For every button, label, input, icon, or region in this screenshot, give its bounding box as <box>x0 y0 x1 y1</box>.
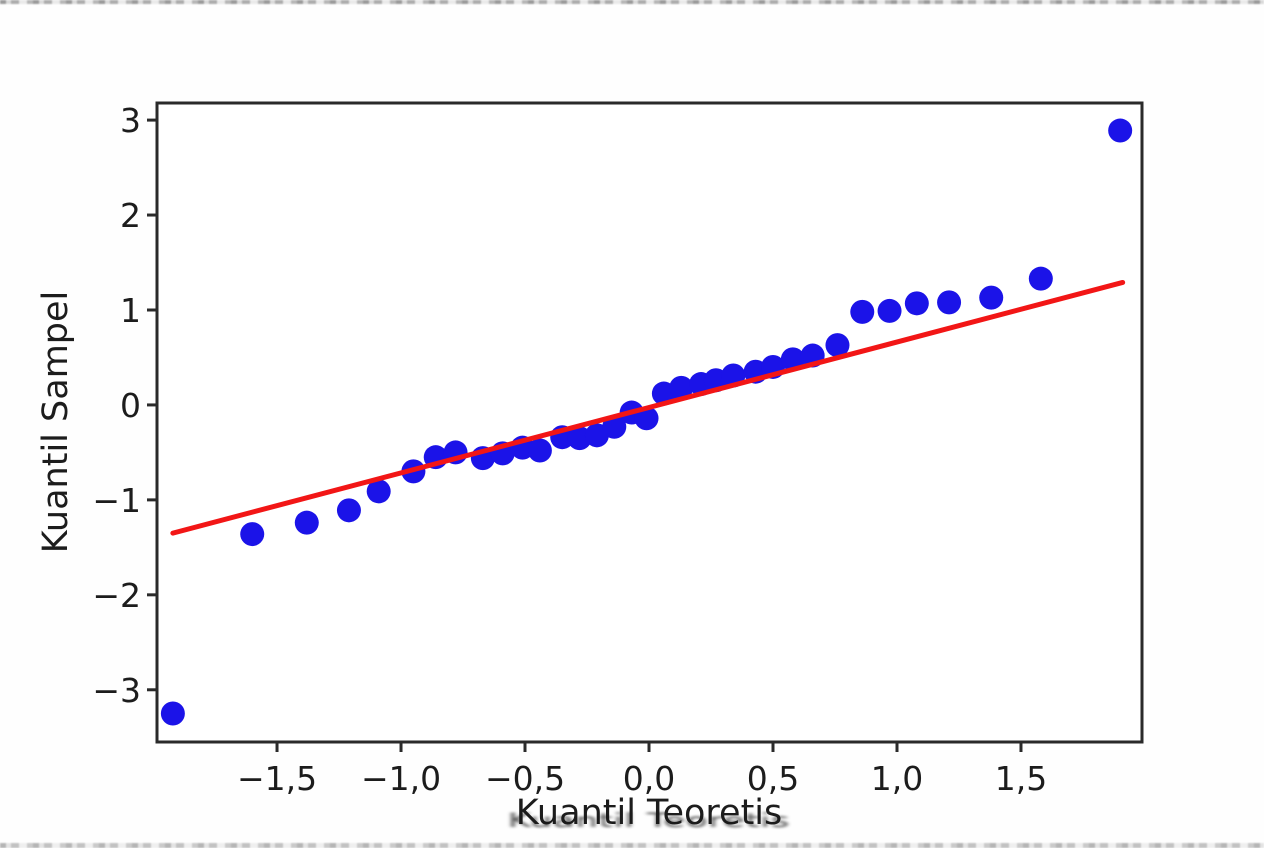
y-tick-label: 3 <box>120 101 141 140</box>
x-tick-label: −1,0 <box>361 759 441 798</box>
data-point <box>294 510 319 535</box>
data-point <box>160 701 185 726</box>
y-axis-label: Kuantil Sampel <box>36 290 76 554</box>
data-point <box>937 290 962 315</box>
y-tick-label: 1 <box>120 291 141 330</box>
y-tick-label: −3 <box>92 671 141 710</box>
data-point <box>877 298 902 323</box>
data-point <box>825 333 850 358</box>
y-tick-label: −1 <box>92 481 141 520</box>
x-tick-label: −0,5 <box>485 759 565 798</box>
x-tick-label: 1,5 <box>995 759 1047 798</box>
data-point <box>366 479 391 504</box>
x-tick-label: −1,5 <box>237 759 317 798</box>
data-point <box>904 291 929 316</box>
data-point <box>1028 266 1053 291</box>
y-tick-label: −2 <box>92 576 141 615</box>
bottom-edge-artifact <box>0 843 1264 848</box>
data-point <box>240 522 265 547</box>
x-tick-label: 1,0 <box>871 759 923 798</box>
data-point <box>527 438 552 463</box>
data-point <box>336 498 361 523</box>
data-point <box>669 375 694 400</box>
data-point <box>1108 118 1133 143</box>
data-point <box>850 299 875 324</box>
x-tick-label: 0,5 <box>747 759 799 798</box>
x-axis-label: Kuantil Teoretis <box>515 793 783 833</box>
y-tick-label: 2 <box>120 196 141 235</box>
x-tick-label: 0,0 <box>623 759 675 798</box>
data-point <box>979 285 1004 310</box>
y-tick-label: 0 <box>120 386 141 425</box>
top-edge-artifact <box>0 0 1264 4</box>
reference-line <box>170 279 1126 536</box>
ghost-xaxis-label-artifact: Kuantil Teoretis <box>507 810 791 832</box>
